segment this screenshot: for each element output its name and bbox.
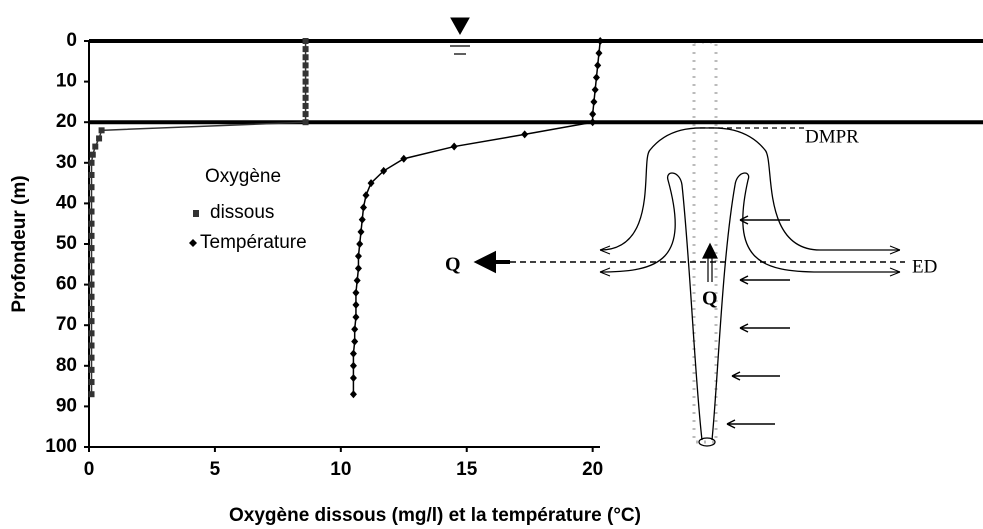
marker [89, 221, 95, 227]
marker [89, 355, 95, 361]
marker [89, 196, 95, 202]
y-axis-title: Profondeur (m) [9, 175, 30, 312]
y-tick-label: 30 [56, 152, 77, 173]
marker [594, 61, 601, 69]
marker [352, 313, 359, 321]
marker [89, 379, 95, 385]
y-tick-label: 0 [66, 30, 77, 51]
marker [355, 264, 362, 272]
marker [89, 269, 95, 275]
annotation: DMPR [805, 126, 859, 147]
marker [99, 127, 105, 133]
marker [363, 191, 370, 199]
plume-inner [600, 173, 900, 440]
marker [89, 306, 95, 312]
marker [89, 172, 95, 178]
water-level-marks [450, 46, 470, 54]
x-tick-label: 20 [582, 459, 603, 480]
marker [357, 228, 364, 236]
marker [89, 257, 95, 263]
marker [451, 143, 458, 151]
legend-text: Oxygène [205, 166, 281, 187]
marker [590, 98, 597, 106]
marker [89, 391, 95, 397]
marker [592, 86, 599, 94]
marker [589, 118, 596, 126]
y-tick-label: 10 [56, 71, 77, 92]
marker [89, 282, 95, 288]
y-tick-label: 80 [56, 355, 77, 376]
marker [350, 390, 357, 398]
marker [303, 119, 309, 125]
y-tick-label: 90 [56, 395, 77, 416]
marker [303, 95, 309, 101]
marker [89, 184, 95, 190]
marker [303, 38, 309, 44]
marker [595, 49, 602, 57]
y-tick-label: 20 [56, 111, 77, 132]
marker [90, 152, 96, 158]
marker [89, 367, 95, 373]
y-tick-label: 70 [56, 314, 77, 335]
outflow-arrow [478, 254, 510, 270]
marker [89, 233, 95, 239]
marker [92, 144, 98, 150]
marker [303, 79, 309, 85]
legend-text: dissous [210, 202, 274, 223]
x-tick-label: 10 [330, 459, 351, 480]
marker [354, 277, 361, 285]
marker [351, 337, 358, 345]
marker [359, 216, 366, 224]
marker [593, 74, 600, 82]
annotation: ED [912, 256, 937, 277]
marker [351, 325, 358, 333]
y-tick-label: 40 [56, 192, 77, 213]
marker [350, 350, 357, 358]
marker [303, 111, 309, 117]
marker [89, 318, 95, 324]
page: DMPR ED Q Q Oxygène dissous Température … [0, 0, 983, 529]
x-tick-label: 5 [210, 459, 221, 480]
marker [303, 54, 309, 60]
y-tick-label: 100 [45, 436, 77, 457]
marker [350, 362, 357, 370]
marker [96, 135, 102, 141]
x-axis-title: Oxygène dissous (mg/l) et la température… [229, 505, 641, 526]
marker [303, 70, 309, 76]
annotation: Q [445, 254, 461, 276]
legend-text: Température [200, 232, 307, 253]
marker [303, 46, 309, 52]
series-line [353, 41, 600, 394]
marker [303, 62, 309, 68]
marker [89, 330, 95, 336]
legend-marker [189, 239, 197, 247]
marker [597, 37, 604, 45]
inflow-arrows [727, 216, 790, 428]
diagram [450, 18, 905, 446]
marker [352, 301, 359, 309]
marker [303, 87, 309, 93]
marker [352, 289, 359, 297]
marker [356, 240, 363, 248]
marker [360, 203, 367, 211]
x-tick-label: 0 [84, 459, 95, 480]
legend-marker [193, 210, 199, 217]
marker [521, 130, 528, 138]
marker [89, 160, 95, 166]
y-tick-label: 50 [56, 233, 77, 254]
marker [89, 209, 95, 215]
marker [89, 294, 95, 300]
marker [89, 245, 95, 251]
x-tick-label: 15 [456, 459, 478, 480]
marker [355, 252, 362, 260]
water-level [451, 18, 469, 34]
chart: DMPR ED Q Q Oxygène dissous Température … [0, 0, 983, 529]
y-tick-label: 60 [56, 274, 77, 295]
marker [350, 374, 357, 382]
marker [400, 155, 407, 163]
marker [89, 343, 95, 349]
marker [303, 103, 309, 109]
marker [589, 110, 596, 118]
annotation: Q [702, 288, 718, 310]
